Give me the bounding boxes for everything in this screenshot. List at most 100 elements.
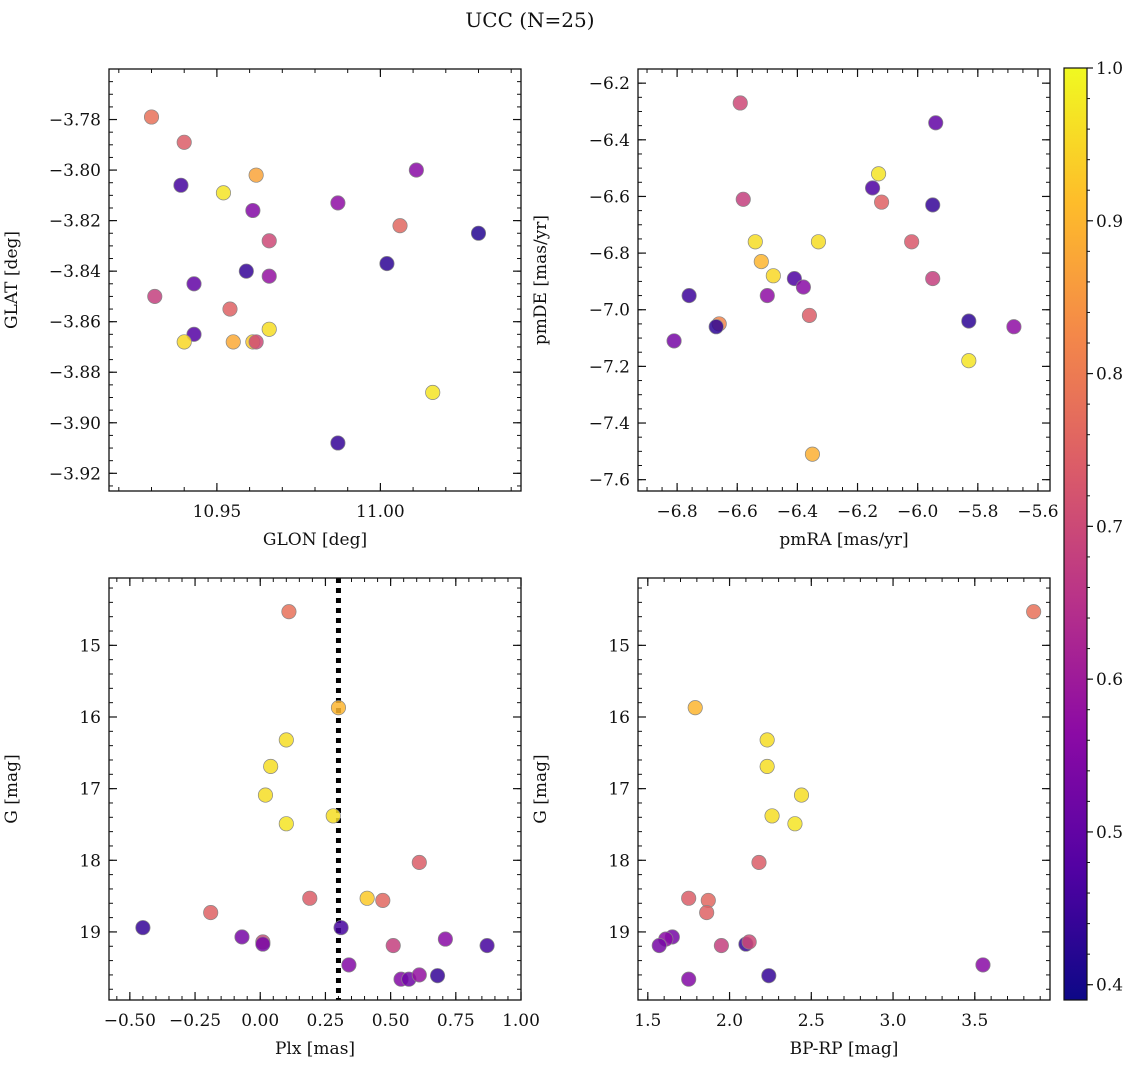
data-point [801, 307, 817, 323]
y-axis-label: G [mag] [531, 754, 551, 823]
data-point [176, 334, 192, 350]
colorbar: 0.4 0.5 0.6 0.7 0.8 0.9 1.0 [1063, 59, 1123, 1001]
y-tick-label: 17 [608, 780, 630, 800]
data-point [425, 384, 441, 400]
data-point [359, 890, 375, 906]
data-point [681, 971, 697, 987]
x-tick-label: −6.6 [717, 502, 758, 522]
data-point [255, 936, 271, 952]
data-point [925, 271, 941, 287]
data-point [411, 854, 427, 870]
x-tick-label: 10.95 [193, 502, 242, 522]
data-point [666, 333, 682, 349]
x-tick-label: 11.00 [356, 502, 405, 522]
x-tick-label: −6.4 [777, 502, 818, 522]
y-tick-label: −3.82 [49, 212, 101, 232]
data-point [904, 234, 920, 250]
data-point [479, 937, 495, 954]
data-point [330, 435, 346, 451]
data-point [222, 301, 238, 317]
data-point [961, 313, 977, 329]
data-point [874, 194, 890, 210]
data-point [261, 321, 277, 337]
x-tick-label: 0.50 [372, 1011, 410, 1031]
x-tick-label: 2.5 [798, 1011, 825, 1031]
y-tick-label: −3.86 [49, 313, 101, 333]
data-point [248, 334, 264, 350]
y-tick-label: −3.88 [49, 363, 101, 383]
x-axis-label: Plx [mas] [275, 1039, 355, 1059]
x-tick-label: −0.50 [104, 1011, 156, 1031]
colorbar-tick-label: 0.5 [1096, 823, 1123, 843]
data-point [302, 890, 318, 906]
colorbar-tick-label: 0.9 [1096, 212, 1123, 232]
panel-plx-g: −0.50 −0.25 0.00 0.25 0.50 0.75 1.00 15 16 17 18 19… [2, 577, 540, 1059]
x-tick-label: −6.8 [656, 502, 697, 522]
data-point [961, 353, 977, 369]
data-point [147, 288, 163, 304]
y-tick-label: −7.2 [589, 357, 630, 377]
data-point [278, 732, 294, 748]
colorbar-frame [1063, 67, 1088, 1001]
data-point [651, 937, 667, 954]
major-ticks [109, 578, 522, 1000]
y-axis-label: pmDE [mas/yr] [531, 215, 551, 345]
y-tick-label: −3.80 [49, 161, 101, 181]
plot-frame [108, 68, 522, 492]
y-axis-label: GLAT [deg] [2, 231, 22, 329]
data-point [975, 957, 991, 973]
data-point [470, 225, 487, 241]
data-point [437, 931, 453, 947]
x-tick-label: 1.5 [634, 1011, 661, 1031]
figure-title: UCC (N=25) [465, 8, 594, 32]
minor-ticks [638, 578, 1050, 1000]
minor-ticks [109, 578, 522, 1000]
data-point [430, 968, 446, 984]
minor-ticks [638, 68, 1050, 491]
data-point [143, 109, 160, 125]
panel-bprp-g: 1.5 2.0 2.5 3.0 3.5 15 16 17 18 19 BP-RP [mag] G [m… [531, 577, 1051, 1059]
x-tick-label: −0.25 [169, 1011, 221, 1031]
y-tick-label: −3.90 [49, 414, 101, 434]
y-axis-label: G [mag] [2, 754, 22, 823]
data-point [764, 808, 780, 824]
y-tick-label: −3.92 [49, 464, 101, 484]
x-tick-label: 3.5 [961, 1011, 988, 1031]
data-point [186, 276, 202, 292]
data-point [176, 134, 192, 150]
x-axis-label: GLON [deg] [263, 530, 367, 550]
data-point [330, 195, 346, 211]
data-point [751, 854, 767, 870]
data-point [681, 288, 697, 304]
data-point [245, 202, 261, 219]
y-tick-label: 19 [79, 923, 101, 943]
x-tick-label: 1.00 [502, 1011, 540, 1031]
data-point [810, 234, 826, 250]
data-point [925, 197, 941, 213]
data-point [759, 288, 775, 304]
x-tick-label: 0.25 [307, 1011, 345, 1031]
x-tick-label: 3.0 [880, 1011, 907, 1031]
y-tick-label: 16 [79, 708, 101, 728]
y-tick-label: −6.8 [589, 244, 630, 264]
data-point [732, 95, 748, 111]
data-point [173, 177, 189, 193]
y-tick-label: 18 [79, 851, 101, 871]
y-tick-label: 19 [608, 923, 630, 943]
data-point [392, 218, 408, 234]
y-tick-label: −7.0 [589, 301, 630, 321]
data-point [248, 167, 264, 183]
data-point [687, 700, 703, 716]
y-tick-label: −7.4 [589, 414, 630, 434]
y-tick-label: −6.6 [589, 187, 630, 207]
x-tick-label: −6.2 [837, 502, 878, 522]
data-point [379, 256, 395, 272]
y-tick-label: 15 [79, 636, 101, 656]
data-point [765, 268, 781, 284]
data-point [257, 787, 274, 803]
data-point [759, 758, 775, 774]
minor-ticks [109, 68, 521, 491]
data-point [1006, 319, 1022, 335]
data-point [408, 162, 424, 178]
